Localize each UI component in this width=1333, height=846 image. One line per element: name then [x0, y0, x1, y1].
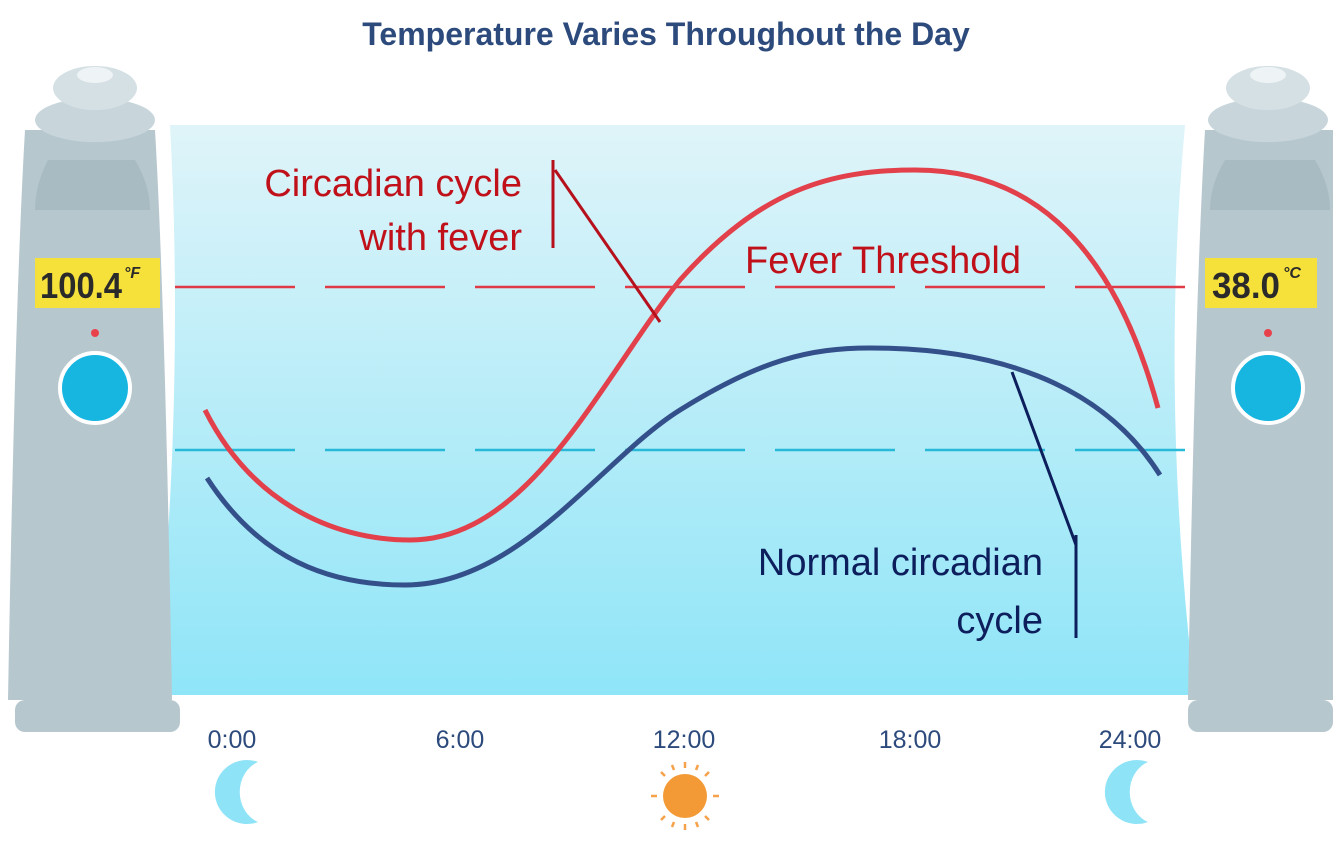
page: {"header": {"title": "Temperature Varies…: [0, 0, 1333, 846]
reading: 38.0: [1212, 265, 1280, 306]
label: with fever: [358, 217, 522, 259]
title: Temperature Varies Throughout the Day: [362, 16, 970, 52]
time-label: 18:00: [879, 726, 942, 754]
time-axis: 0:00 6:00 12:00 18:00 24:00: [208, 726, 1162, 754]
reading: 100.4: [40, 265, 122, 306]
thermometer-left: [8, 66, 180, 732]
label: Fever Threshold: [745, 240, 1021, 282]
unit: °C: [1283, 265, 1301, 282]
time-label: 6:00: [436, 726, 485, 754]
infographic: Temperature Varies Throughout the Day 10…: [0, 0, 1333, 846]
label: cycle: [956, 600, 1043, 642]
sun-icon: [651, 762, 719, 830]
unit: °F: [124, 265, 141, 282]
moon-icon: [1105, 760, 1148, 824]
moon-icon: [215, 760, 258, 824]
time-label: 0:00: [208, 726, 257, 754]
time-label: 12:00: [653, 726, 716, 754]
time-label: 24:00: [1099, 726, 1162, 754]
label: Circadian cycle: [264, 163, 522, 205]
thermometer-right: [1188, 66, 1333, 732]
label: Normal circadian: [758, 542, 1043, 584]
